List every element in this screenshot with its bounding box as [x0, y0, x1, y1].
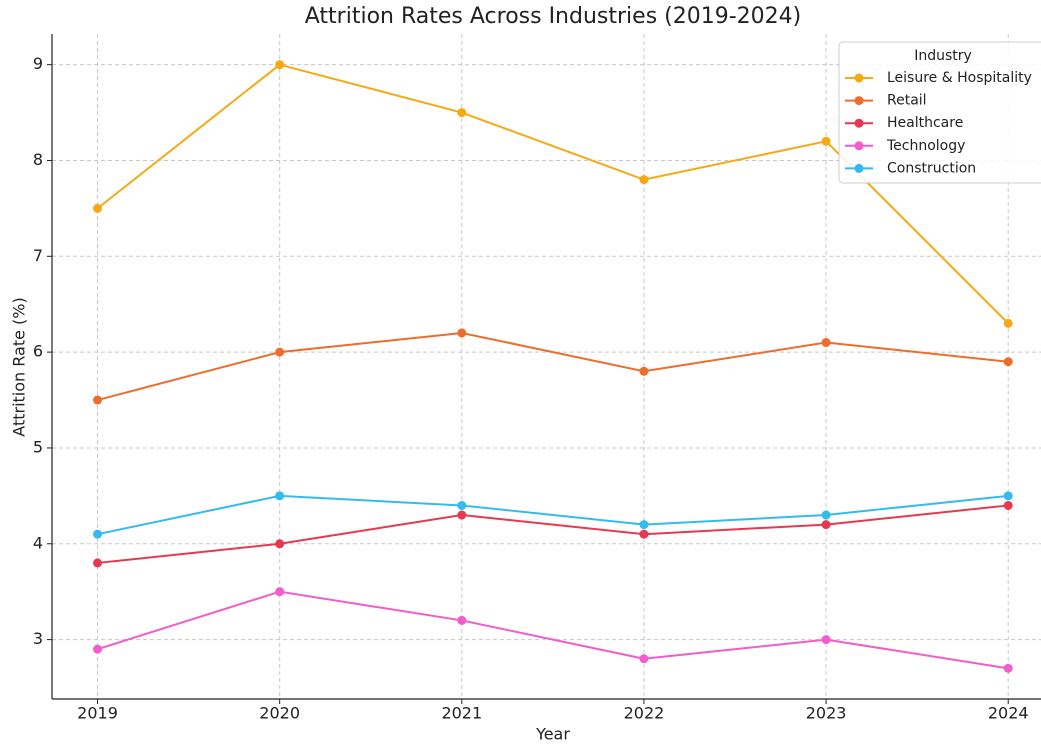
legend-label: Leisure & Hospitality: [887, 70, 1032, 86]
data-point: [639, 520, 649, 530]
y-tick-label: 5: [33, 437, 43, 456]
series-line: [97, 504, 1009, 564]
series-line: [97, 494, 1009, 536]
x-tick-label: 2019: [77, 704, 118, 723]
y-tick-label: 9: [33, 54, 43, 73]
series-line: [97, 590, 1009, 670]
data-point: [1003, 357, 1013, 367]
y-tick-label: 7: [33, 246, 43, 265]
legend-label: Construction: [887, 160, 976, 176]
data-point: [275, 347, 285, 357]
data-point: [457, 615, 467, 625]
data-point: [1003, 500, 1013, 510]
legend-label: Healthcare: [887, 115, 963, 131]
series-line: [97, 331, 1009, 402]
x-axis-label: Year: [535, 725, 570, 744]
x-tick-label: 2022: [624, 704, 665, 723]
legend-box: [838, 41, 1041, 184]
legend-marker: [854, 73, 864, 83]
data-point: [821, 338, 831, 348]
data-point: [457, 328, 467, 338]
legend-marker: [854, 141, 864, 151]
y-tick-label: 3: [33, 629, 43, 648]
data-point: [93, 644, 103, 654]
data-point: [93, 203, 103, 213]
x-tick-label: 2021: [441, 704, 482, 723]
legend: Industry Leisure & Hospitality Retail Healt…: [838, 41, 1041, 184]
y-tick-label: 8: [33, 150, 43, 169]
data-point: [275, 60, 285, 70]
data-point: [821, 510, 831, 520]
chart-title: Attrition Rates Across Industries (2019-…: [305, 4, 801, 29]
data-point: [457, 500, 467, 510]
legend-label: Technology: [886, 138, 965, 154]
data-point: [93, 558, 103, 568]
legend-marker: [854, 118, 864, 128]
data-point: [275, 587, 285, 597]
data-point: [93, 529, 103, 539]
data-point: [639, 654, 649, 664]
data-point: [639, 366, 649, 376]
legend-marker: [854, 163, 864, 173]
data-point: [1003, 491, 1013, 501]
data-point: [821, 635, 831, 645]
data-point: [821, 136, 831, 146]
legend-label: Retail: [887, 93, 927, 109]
x-tick-label: 2020: [259, 704, 300, 723]
legend-marker: [854, 96, 864, 106]
y-axis-label: Attrition Rate (%): [10, 297, 29, 436]
data-point: [275, 539, 285, 549]
legend-title: Industry: [914, 48, 972, 64]
x-tick-label: 2024: [988, 704, 1029, 723]
data-point: [821, 520, 831, 530]
data-point: [1003, 318, 1013, 328]
data-point: [1003, 663, 1013, 673]
y-tick-label: 6: [33, 342, 43, 361]
data-point: [457, 510, 467, 520]
data-point: [275, 491, 285, 501]
y-tick-label: 4: [33, 533, 43, 552]
data-point: [457, 108, 467, 118]
data-point: [639, 175, 649, 185]
data-point: [93, 395, 103, 405]
x-tick-label: 2023: [806, 704, 847, 723]
data-point: [639, 529, 649, 539]
